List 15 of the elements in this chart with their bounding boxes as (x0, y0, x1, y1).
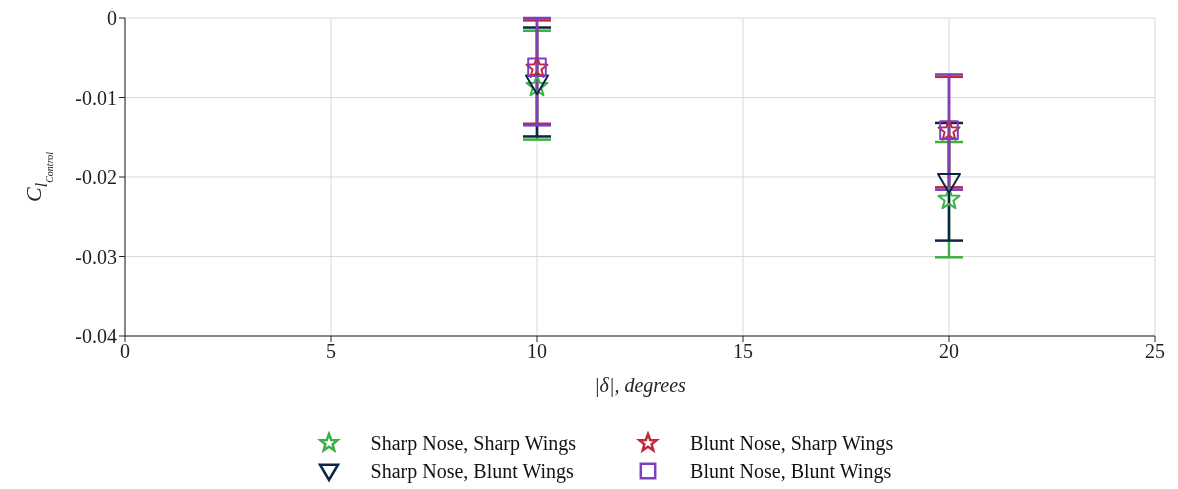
x-tick-label: 20 (939, 340, 959, 363)
legend-label: Sharp Nose, Sharp Wings (370, 431, 577, 455)
y-tick-label: -0.03 (75, 245, 117, 268)
x-tick-label: 15 (733, 340, 753, 363)
x-tick-label: 5 (326, 340, 336, 363)
x-tick-label: 10 (527, 340, 547, 363)
y-tick-label: -0.04 (75, 325, 117, 348)
y-tick-label: 0 (107, 7, 117, 30)
legend-label: Blunt Nose, Blunt Wings (690, 459, 892, 483)
legend-label: Sharp Nose, Blunt Wings (370, 459, 574, 483)
y-tick-label: -0.02 (75, 166, 117, 189)
legend-label: Blunt Nose, Sharp Wings (690, 431, 894, 455)
x-axis-title: |δ|, degrees (594, 374, 687, 398)
x-tick-label: 25 (1145, 340, 1165, 363)
y-tick-label: -0.01 (75, 86, 117, 109)
